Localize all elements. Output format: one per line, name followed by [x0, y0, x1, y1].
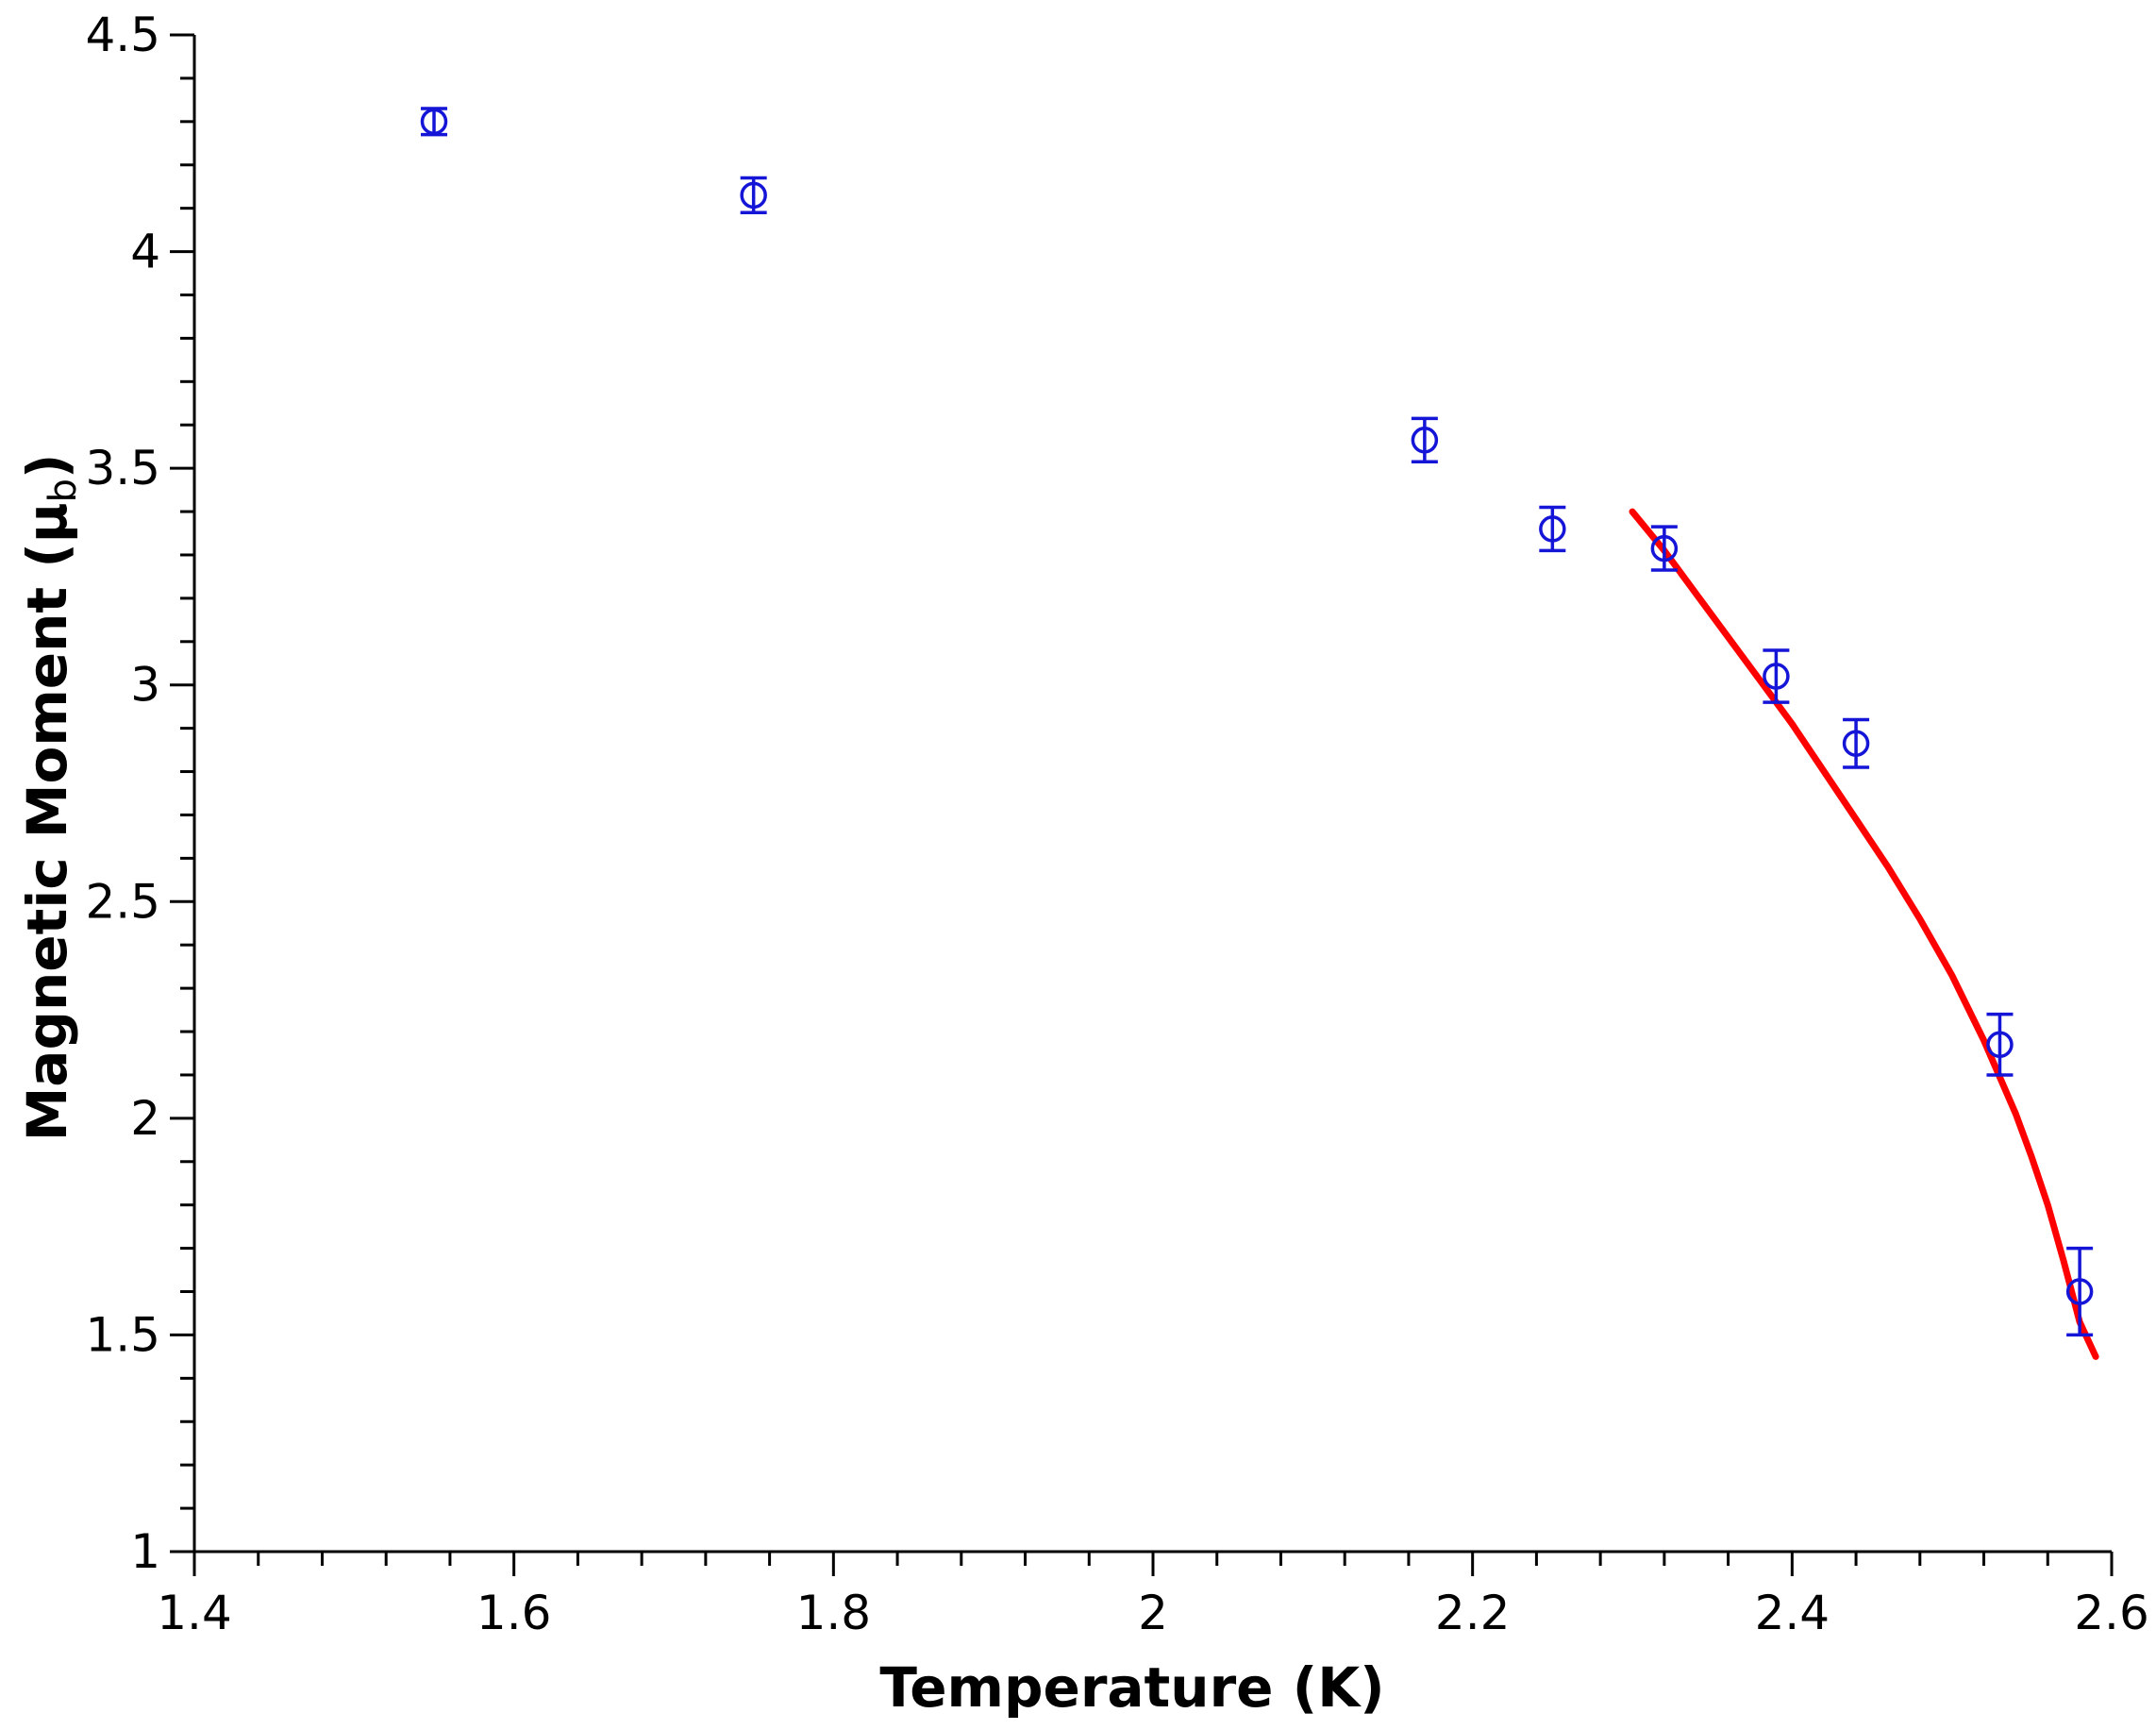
data-point: [1986, 1012, 2014, 1077]
x-tick-label: 2.6: [2074, 1586, 2149, 1640]
y-tick-label: 1: [130, 1524, 160, 1579]
data-point: [1763, 648, 1790, 704]
y-tick-label: 3: [130, 658, 160, 713]
data-marker: [1842, 730, 1870, 757]
data-marker: [1650, 534, 1679, 563]
y-tick-label: 2: [130, 1091, 160, 1146]
fit-curve-group: [1629, 508, 2099, 1360]
data-marker: [1411, 427, 1439, 454]
data-marker: [740, 181, 767, 210]
data-marker: [1986, 1031, 2014, 1059]
data-marker: [1763, 663, 1790, 690]
data-point: [420, 107, 448, 137]
x-axis-ticks: 1.4 1.6 1.8 2 2.2 2.4 2.6: [157, 1552, 2149, 1640]
y-tick-label: 2.5: [85, 874, 160, 929]
data-point: [1650, 525, 1679, 572]
x-tick-label: 2.2: [1435, 1586, 1511, 1640]
data-marker: [1539, 515, 1566, 543]
data-point: [1539, 505, 1566, 553]
y-axis-title-subscript: b: [42, 479, 85, 502]
y-tick-label: 3.5: [85, 441, 160, 495]
data-point: [740, 176, 767, 214]
y-axis-ticks: 1 1.5 2 2.5 3 3.5 4 4.5: [85, 8, 194, 1579]
data-marker: [2065, 1278, 2094, 1305]
axes: [192, 35, 2112, 1554]
x-tick-label: 2.4: [1755, 1586, 1830, 1640]
x-tick-label: 1.4: [157, 1586, 232, 1640]
data-point: [1842, 717, 1870, 769]
y-axis-title: Magnetic Moment (μb): [15, 454, 85, 1142]
x-tick-label: 2: [1138, 1586, 1168, 1640]
y-tick-label: 4.5: [85, 8, 160, 62]
y-tick-label: 4: [130, 225, 160, 279]
data-point: [1411, 416, 1439, 464]
x-axis-title: Temperature (K): [879, 1655, 1384, 1720]
y-tick-label: 1.5: [85, 1307, 160, 1362]
y-axis-title-main: Magnetic Moment (μ: [15, 502, 79, 1141]
data-marker: [420, 108, 448, 136]
y-axis-title-close: ): [15, 454, 79, 479]
data-point: [2065, 1246, 2094, 1337]
x-tick-label: 1.6: [476, 1586, 552, 1640]
fit-curve: [1629, 508, 2099, 1360]
x-tick-label: 1.8: [796, 1586, 872, 1640]
data-points-group: [420, 107, 2094, 1337]
